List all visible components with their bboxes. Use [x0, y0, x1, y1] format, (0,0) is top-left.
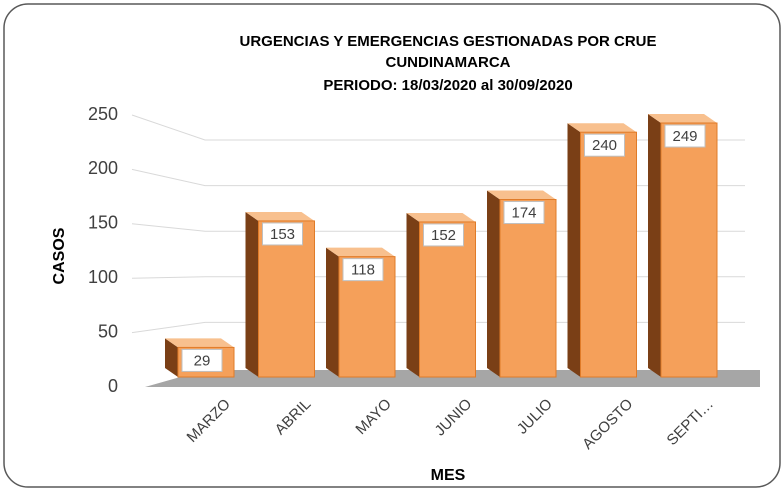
value-label-box — [342, 258, 384, 282]
bar: 153 — [245, 211, 315, 378]
y-tick-label: 50 — [98, 321, 118, 341]
y-tick-label: 200 — [88, 158, 118, 178]
value-label: 153 — [270, 226, 295, 243]
bar-front — [660, 122, 718, 378]
grid-line — [131, 114, 745, 141]
bar: 118 — [326, 247, 396, 378]
y-tick-label: 0 — [108, 376, 118, 396]
bar-side — [406, 212, 420, 377]
value-label-box — [423, 223, 464, 247]
bar-front — [580, 131, 637, 378]
grid-line — [131, 276, 745, 279]
bar-side — [245, 211, 259, 377]
bar-top — [487, 190, 556, 200]
value-label-box — [503, 201, 545, 225]
value-label: 152 — [431, 227, 456, 244]
chart-title: URGENCIAS Y EMERGENCIAS GESTIONADAS POR … — [239, 33, 656, 50]
value-label-box — [262, 222, 303, 246]
bar-side — [648, 114, 661, 378]
chart-title: CUNDINAMARCA — [386, 54, 511, 71]
bar-top — [326, 247, 395, 257]
bar-side — [567, 123, 581, 377]
bar-side — [326, 247, 339, 377]
bar-top — [406, 212, 476, 222]
bar-top — [648, 114, 717, 124]
value-label: 249 — [672, 128, 697, 145]
y-axis-title: CASOS — [51, 227, 68, 284]
grid-line — [131, 168, 745, 187]
value-label: 118 — [351, 262, 375, 279]
value-label-box — [664, 124, 706, 148]
value-label: 29 — [194, 352, 211, 369]
bar-front — [258, 220, 315, 378]
bar-top — [165, 338, 234, 348]
y-tick-label: 250 — [88, 104, 118, 124]
value-label-box — [181, 348, 223, 372]
bar-side — [487, 190, 500, 377]
bar: 249 — [648, 114, 718, 378]
grid-line — [131, 223, 745, 232]
bar-front — [499, 199, 557, 378]
bar-top — [567, 123, 637, 133]
bar-side — [165, 338, 178, 377]
value-label: 240 — [592, 137, 617, 154]
bar: 152 — [406, 212, 476, 378]
bar: 29 — [165, 338, 235, 378]
value-label: 174 — [511, 204, 536, 221]
bar: 174 — [487, 190, 557, 378]
bar-top — [245, 211, 315, 221]
x-axis-title: MES — [431, 467, 466, 484]
value-label-box — [584, 133, 625, 157]
y-tick-label: 150 — [88, 213, 118, 233]
y-tick-label: 100 — [88, 267, 118, 287]
grid-line — [131, 321, 745, 334]
chart-subtitle: PERIODO: 18/03/2020 al 30/09/2020 — [323, 77, 572, 94]
bar: 240 — [567, 123, 637, 378]
bar-front — [419, 221, 476, 378]
